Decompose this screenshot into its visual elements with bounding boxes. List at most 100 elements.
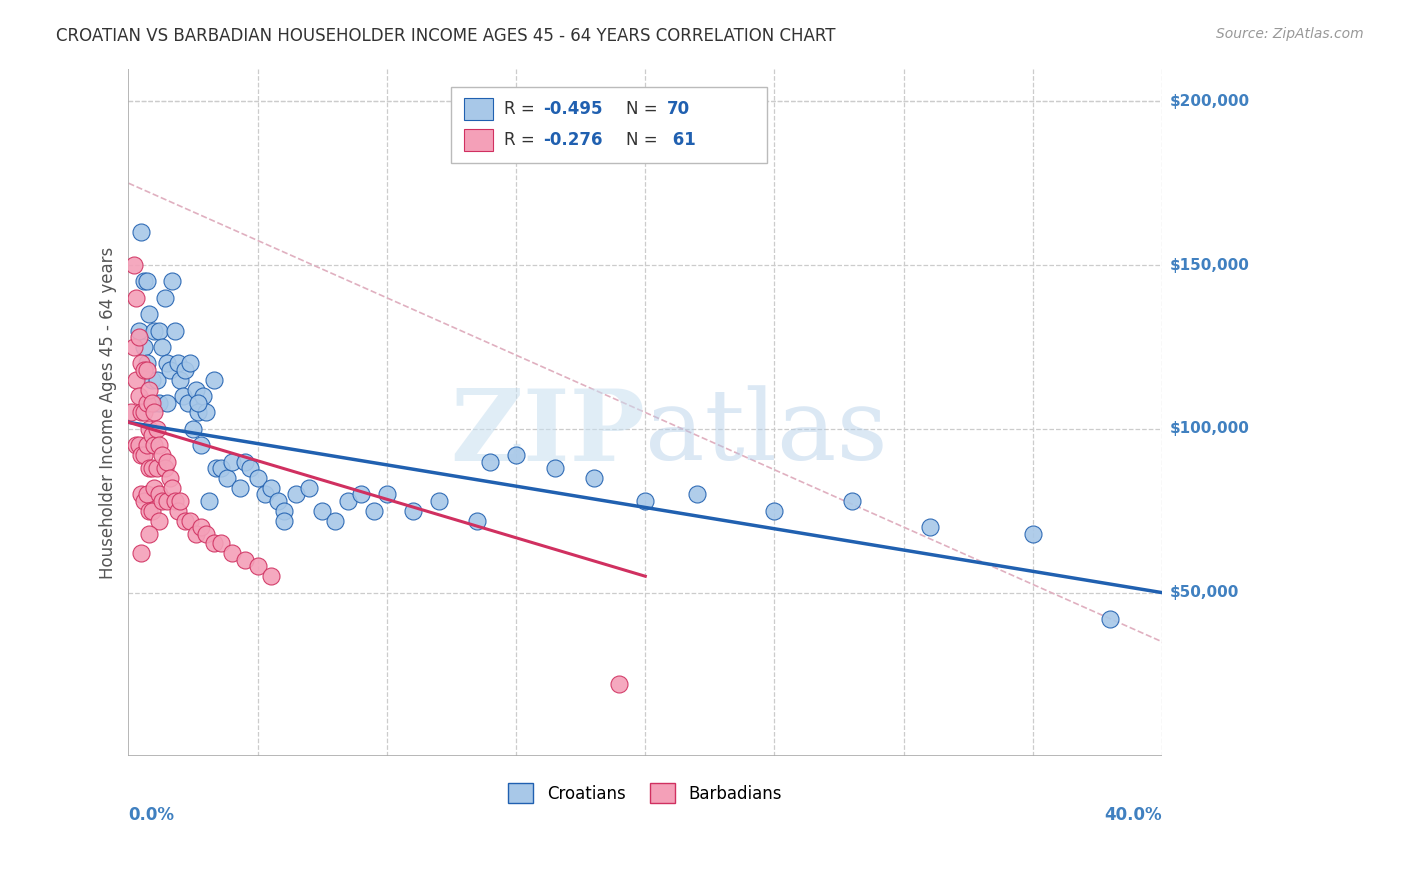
Y-axis label: Householder Income Ages 45 - 64 years: Householder Income Ages 45 - 64 years [100,246,117,579]
Point [215,471,238,485]
Point [128,330,150,344]
Point [195,526,218,541]
Point [162,481,184,495]
Point [273,514,295,528]
Point [1099,612,1122,626]
Point [544,461,567,475]
Point [197,494,219,508]
Point [246,559,269,574]
Point [195,405,218,419]
Point [177,395,200,409]
Text: CROATIAN VS BARBADIAN HOUSEHOLDER INCOME AGES 45 - 64 YEARS CORRELATION CHART: CROATIAN VS BARBADIAN HOUSEHOLDER INCOME… [56,27,835,45]
Point [141,428,163,442]
Text: Source: ZipAtlas.com: Source: ZipAtlas.com [1216,27,1364,41]
Point [184,383,207,397]
Point [146,461,169,475]
Point [143,405,166,419]
Point [128,324,150,338]
Point [146,373,169,387]
Point [163,324,186,338]
Text: N =: N = [626,131,662,149]
Point [150,340,173,354]
Point [159,471,181,485]
Point [259,569,281,583]
Point [153,461,176,475]
Point [148,487,170,501]
Point [267,494,290,508]
Point [174,514,197,528]
Point [239,461,262,475]
Point [132,448,155,462]
Point [179,514,201,528]
Point [125,291,148,305]
Point [402,504,425,518]
Point [285,487,308,501]
Point [135,487,157,501]
Point [273,504,295,518]
Text: R =: R = [503,131,540,149]
Point [132,494,155,508]
Text: 70: 70 [666,100,690,118]
Point [246,471,269,485]
Text: $200,000: $200,000 [1170,94,1250,109]
Point [363,504,385,518]
Point [143,324,166,338]
Point [135,438,157,452]
Point [505,448,527,462]
Point [174,363,197,377]
Point [187,395,209,409]
Point [162,275,184,289]
Point [150,448,173,462]
Point [143,395,166,409]
Point [131,487,153,501]
Point [131,405,153,419]
Text: atlas: atlas [645,385,889,481]
Point [138,383,160,397]
Point [156,356,179,370]
Bar [464,98,494,120]
Point [205,461,228,475]
Point [156,494,179,508]
FancyBboxPatch shape [451,87,768,163]
Point [1022,526,1045,541]
Point [128,389,150,403]
Point [179,356,201,370]
Point [228,481,250,495]
Point [131,448,153,462]
Point [141,504,163,518]
Point [686,487,709,501]
Point [763,504,786,518]
Point [120,405,142,419]
Bar [464,129,494,151]
Point [221,454,243,468]
Point [169,373,191,387]
Point [125,438,148,452]
Point [141,373,163,387]
Text: $150,000: $150,000 [1170,258,1250,273]
Point [138,422,160,436]
Point [211,536,233,550]
Point [156,395,179,409]
Text: -0.276: -0.276 [543,131,602,149]
Point [132,275,155,289]
Point [609,677,631,691]
Text: 40.0%: 40.0% [1105,805,1163,823]
Point [166,504,188,518]
Point [150,494,173,508]
Point [135,275,157,289]
Point [135,356,157,370]
Point [233,553,256,567]
Point [131,356,153,370]
Text: $50,000: $50,000 [1170,585,1239,600]
Point [135,395,157,409]
Point [298,481,321,495]
Point [131,546,153,560]
Point [132,363,155,377]
Point [187,405,209,419]
Point [582,471,605,485]
Point [138,504,160,518]
Point [233,454,256,468]
Point [193,389,215,403]
Point [841,494,863,508]
Point [202,373,225,387]
